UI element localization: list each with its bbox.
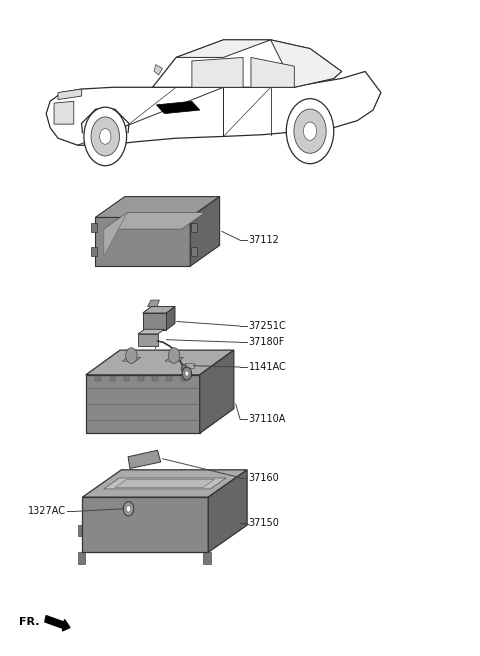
FancyArrow shape	[45, 615, 70, 631]
Polygon shape	[143, 306, 175, 313]
Polygon shape	[83, 497, 208, 552]
Text: 37112: 37112	[249, 236, 279, 245]
Polygon shape	[154, 64, 162, 75]
Polygon shape	[138, 329, 165, 334]
Polygon shape	[204, 552, 211, 564]
Polygon shape	[191, 247, 197, 256]
Polygon shape	[96, 217, 190, 266]
Polygon shape	[153, 40, 342, 87]
Polygon shape	[138, 376, 144, 381]
Text: 37110A: 37110A	[249, 414, 286, 424]
Polygon shape	[176, 40, 271, 58]
Text: 37160: 37160	[249, 472, 279, 483]
Polygon shape	[190, 197, 219, 266]
Circle shape	[99, 129, 111, 144]
Polygon shape	[147, 300, 159, 306]
Polygon shape	[143, 313, 167, 330]
Polygon shape	[271, 40, 342, 87]
Polygon shape	[46, 72, 381, 145]
Polygon shape	[167, 376, 172, 381]
Circle shape	[182, 367, 192, 380]
Polygon shape	[122, 358, 141, 361]
Polygon shape	[115, 480, 215, 487]
Polygon shape	[83, 470, 247, 497]
Text: 1327AC: 1327AC	[28, 506, 66, 516]
Polygon shape	[208, 470, 247, 552]
Circle shape	[185, 371, 189, 376]
Polygon shape	[192, 58, 243, 87]
Polygon shape	[58, 89, 82, 100]
Polygon shape	[96, 376, 101, 381]
Polygon shape	[92, 223, 97, 232]
Polygon shape	[109, 376, 115, 381]
Circle shape	[168, 348, 180, 363]
Polygon shape	[156, 101, 200, 113]
Polygon shape	[167, 306, 175, 330]
Polygon shape	[96, 197, 219, 217]
Text: FR.: FR.	[19, 617, 40, 627]
Polygon shape	[251, 58, 294, 87]
Circle shape	[286, 98, 334, 164]
Circle shape	[126, 506, 131, 512]
Polygon shape	[191, 223, 197, 232]
Circle shape	[181, 365, 187, 372]
Circle shape	[126, 348, 137, 363]
Circle shape	[91, 117, 120, 156]
Polygon shape	[180, 376, 186, 381]
Polygon shape	[104, 478, 226, 489]
Text: 37251C: 37251C	[249, 321, 286, 331]
Polygon shape	[138, 334, 158, 346]
Polygon shape	[185, 363, 193, 367]
Text: 1141AC: 1141AC	[249, 362, 286, 372]
Polygon shape	[200, 350, 234, 434]
Polygon shape	[92, 247, 97, 256]
Polygon shape	[86, 375, 200, 434]
Circle shape	[123, 502, 134, 516]
Circle shape	[303, 122, 317, 140]
Circle shape	[84, 107, 127, 166]
Text: 37150: 37150	[249, 518, 279, 528]
Polygon shape	[78, 552, 85, 564]
Text: 37180F: 37180F	[249, 337, 285, 347]
Circle shape	[294, 109, 326, 154]
Polygon shape	[124, 376, 130, 381]
Polygon shape	[104, 213, 127, 255]
Polygon shape	[104, 213, 205, 229]
Polygon shape	[128, 450, 161, 468]
Polygon shape	[165, 358, 183, 361]
Polygon shape	[54, 101, 74, 124]
Polygon shape	[78, 525, 85, 537]
Polygon shape	[86, 350, 234, 375]
Polygon shape	[204, 525, 211, 537]
Polygon shape	[152, 376, 158, 381]
